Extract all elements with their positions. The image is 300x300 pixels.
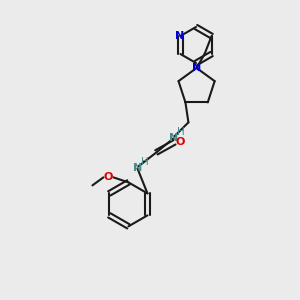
Text: N: N (169, 134, 178, 143)
Text: N: N (133, 164, 142, 173)
Text: N: N (192, 63, 201, 73)
Text: O: O (176, 137, 185, 147)
Text: O: O (104, 172, 113, 182)
Text: H: H (176, 128, 184, 137)
Text: H: H (140, 158, 148, 167)
Text: N: N (175, 31, 184, 41)
